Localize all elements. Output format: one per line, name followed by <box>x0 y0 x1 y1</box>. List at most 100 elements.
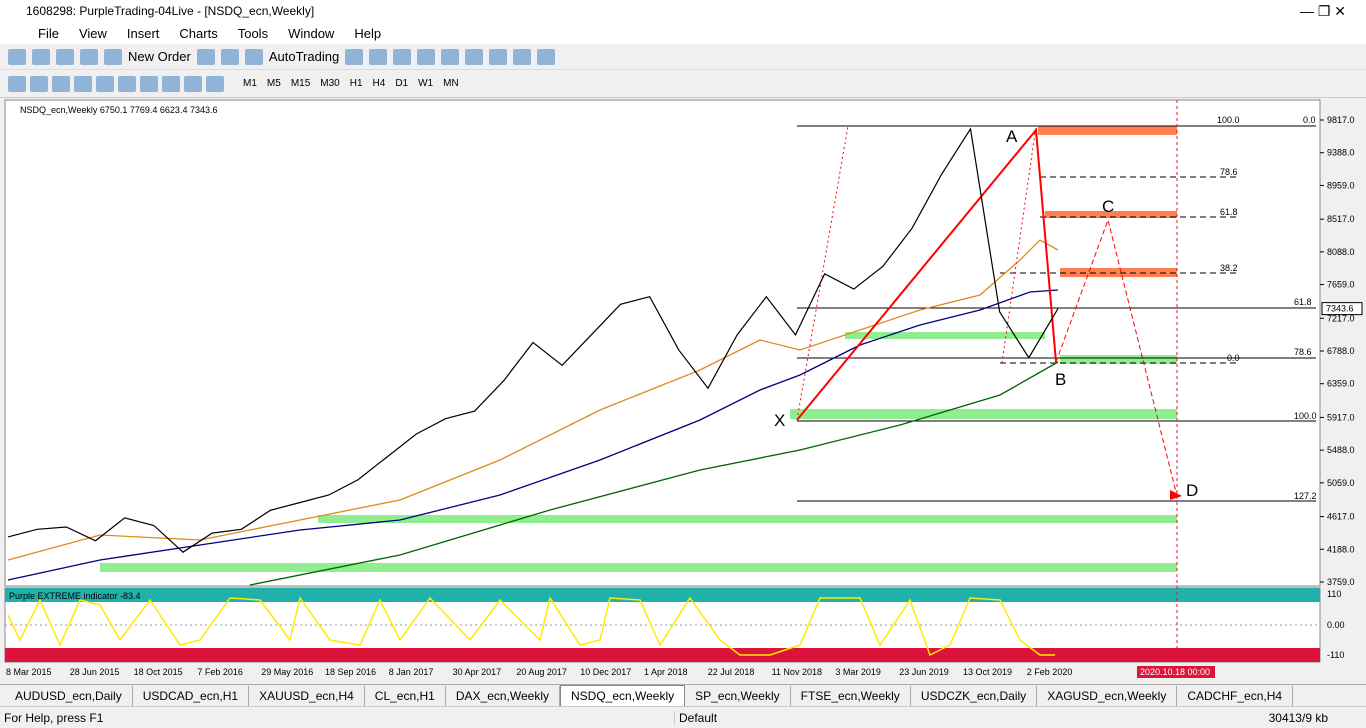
icon[interactable] <box>537 48 556 65</box>
zone <box>1060 268 1177 277</box>
menu-item[interactable]: View <box>78 25 107 41</box>
chart-tab[interactable]: XAUUSD_ecn,H4 <box>249 685 365 706</box>
icon[interactable] <box>8 75 26 92</box>
fib-label: 78.6 <box>1220 167 1238 177</box>
menu-item[interactable]: Insert <box>126 25 160 41</box>
indicator-tick: -110 <box>1327 650 1344 660</box>
date-label: 1 Apr 2018 <box>644 667 688 677</box>
help-text: For Help, press F1 <box>4 710 104 725</box>
traffic: 30413/9 kb <box>1268 710 1328 725</box>
date-label: 23 Jun 2019 <box>899 667 949 677</box>
zone <box>1038 126 1177 135</box>
menu-item[interactable]: Charts <box>179 25 218 41</box>
icon[interactable] <box>369 48 388 65</box>
icon[interactable] <box>118 75 136 92</box>
chart-tab[interactable]: USDCAD_ecn,H1 <box>133 685 250 706</box>
icon[interactable] <box>513 48 532 65</box>
zone <box>1060 355 1177 364</box>
indicator-tick: 0.00 <box>1327 620 1345 630</box>
icon[interactable] <box>196 48 215 65</box>
chart-tabs: AUDUSD_ecn,Daily USDCAD_ecn,H1 XAUUSD_ecn,… <box>0 684 1366 706</box>
icon[interactable] <box>417 48 436 65</box>
window-controls[interactable]: — ❐ ✕ <box>1299 2 1346 19</box>
indicator-label: Purple EXTREME indicator -83.4 <box>9 591 141 601</box>
icon[interactable] <box>393 48 412 65</box>
date-label: 3 Mar 2019 <box>835 667 881 677</box>
icon[interactable] <box>104 48 122 65</box>
new-order-button[interactable]: New Order <box>128 49 191 64</box>
icon[interactable] <box>30 75 48 92</box>
chart-area <box>4 99 1321 587</box>
fib-label: 0.0 <box>1227 353 1240 363</box>
fib-label: 61.8 <box>1294 297 1312 307</box>
timeframe-button[interactable]: D1 <box>395 78 409 89</box>
icon[interactable] <box>74 75 92 92</box>
date-label: 30 Apr 2017 <box>453 667 502 677</box>
price-label: 7659.0 <box>1327 280 1355 290</box>
icon[interactable] <box>52 75 70 92</box>
icon[interactable] <box>489 48 508 65</box>
icon[interactable] <box>8 48 26 65</box>
harmonic-projection <box>1055 218 1178 497</box>
fib-label: 38.2 <box>1220 263 1238 273</box>
chart-tab[interactable]: NSDQ_ecn,Weekly <box>560 685 686 706</box>
fib-label: 100.0 <box>1217 115 1240 125</box>
chart-tab[interactable]: FTSE_ecn,Weekly <box>791 685 911 706</box>
price-label: 8959.0 <box>1327 180 1355 190</box>
icon[interactable] <box>32 48 50 65</box>
date-label: 11 Nov 2018 <box>772 667 822 677</box>
timeframe-button[interactable]: M30 <box>320 78 340 89</box>
status-bar: For Help, press F1 Default 30413/9 kb <box>0 706 1366 728</box>
timeframe-button[interactable]: M15 <box>290 78 311 89</box>
date-label: 2 Feb 2020 <box>1027 667 1073 677</box>
icon[interactable] <box>244 48 263 65</box>
price-label: 9817.0 <box>1327 115 1355 125</box>
indicator-tick: 110 <box>1327 589 1341 599</box>
timeframe-button[interactable]: M5 <box>266 78 281 89</box>
icon[interactable] <box>80 48 98 65</box>
menu-item[interactable]: Window <box>288 25 335 41</box>
toolbar: M1 M5 M15 M30 H1 H4 D1 W1 MN <box>0 70 1366 98</box>
date-label: 10 Dec 2017 <box>580 667 631 677</box>
icon[interactable] <box>206 75 224 92</box>
menu-item[interactable]: File <box>38 25 59 41</box>
price-label: 4617.0 <box>1327 512 1355 522</box>
indicator-line <box>7 596 1055 657</box>
price-label: 6788.0 <box>1327 346 1355 356</box>
fib-label: 127.2 <box>1294 491 1317 501</box>
icon[interactable] <box>162 75 180 92</box>
chart: NSDQ_ecn,Weekly 6750.1 7769.4 6623.4 734… <box>4 99 1363 678</box>
icon[interactable] <box>441 48 460 65</box>
chart-tab[interactable]: XAGUSD_ecn,Weekly <box>1037 685 1178 706</box>
timeframe-button[interactable]: M1 <box>243 78 257 89</box>
chart-tab[interactable]: DAX_ecn,Weekly <box>446 685 560 706</box>
icon[interactable] <box>220 48 239 65</box>
title-bar: 1608298: PurpleTrading-04Live - [NSDQ_ec… <box>0 0 1366 22</box>
chart-tab[interactable]: SP_ecn,Weekly <box>685 685 791 706</box>
price-label: 8517.0 <box>1327 214 1355 224</box>
current-price-label: 7343.6 <box>1326 304 1354 314</box>
timeframe-button[interactable]: MN <box>443 78 459 89</box>
harmonic-leg <box>796 127 1057 421</box>
menu-item[interactable]: Tools <box>237 25 269 41</box>
timeframes: M1 M5 M15 M30 H1 H4 D1 W1 MN <box>238 78 464 89</box>
pattern-point: A <box>1006 127 1018 146</box>
fib-label: 0.0 <box>1303 115 1316 125</box>
icon[interactable] <box>465 48 484 65</box>
chart-tab[interactable]: CADCHF_ecn,H4 <box>1177 685 1294 706</box>
chart-tab[interactable]: CL_ecn,H1 <box>365 685 446 706</box>
menu-item[interactable]: Help <box>354 25 382 41</box>
icon[interactable] <box>96 75 114 92</box>
timeframe-button[interactable]: H4 <box>372 78 386 89</box>
chart-tab[interactable]: AUDUSD_ecn,Daily <box>5 685 133 706</box>
icon[interactable] <box>184 75 202 92</box>
auto-trading-button[interactable]: AutoTrading <box>268 49 340 64</box>
icon[interactable] <box>345 48 364 65</box>
timeframe-button[interactable]: W1 <box>418 78 434 89</box>
timeframe-button[interactable]: H1 <box>349 78 363 89</box>
icon[interactable] <box>140 75 158 92</box>
icon[interactable] <box>56 48 74 65</box>
chart-tab[interactable]: USDCZK_ecn,Daily <box>911 685 1038 706</box>
zone <box>100 563 1177 572</box>
price-label: 5917.0 <box>1327 412 1355 422</box>
